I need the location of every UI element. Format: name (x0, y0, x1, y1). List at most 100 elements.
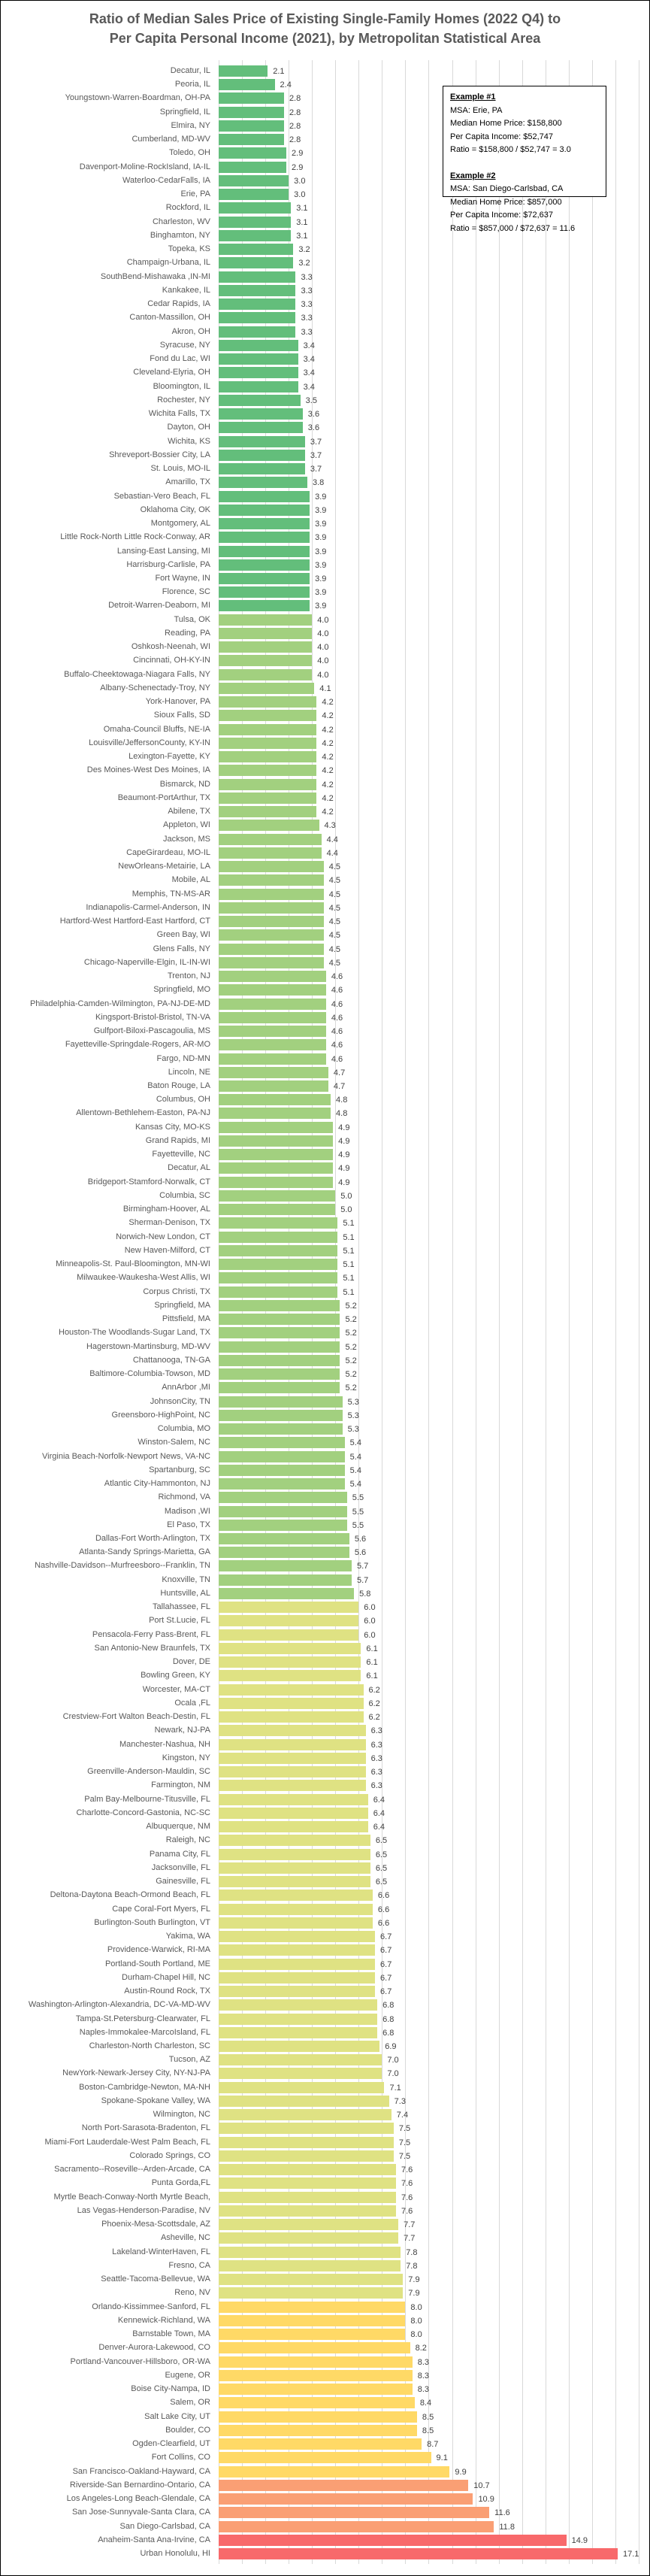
bar (219, 888, 324, 900)
data-label: 7.6 (401, 2206, 413, 2216)
bar (219, 1711, 364, 1723)
category-label: Colorado Springs, CO (129, 2150, 210, 2160)
bar (219, 1615, 359, 1627)
category-label: Orlando-Kissimmee-Sanford, FL (92, 2302, 210, 2311)
bar (219, 1560, 352, 1572)
example-1-ratio: Ratio = $158,800 / $52,747 = 3.0 (450, 145, 571, 154)
data-label: 4.3 (324, 821, 336, 831)
bar (219, 2438, 422, 2450)
bar (219, 532, 310, 544)
category-label: Asheville, NC (160, 2233, 210, 2243)
bar (219, 2424, 417, 2436)
category-label: Wichita, KS (168, 436, 210, 446)
data-label: 4.9 (338, 1164, 350, 1174)
data-label: 10.9 (478, 2495, 494, 2505)
bar (219, 202, 292, 214)
data-label: 6.8 (382, 2014, 395, 2024)
data-label: 9.1 (436, 2453, 448, 2463)
category-label: Cincinnati, OH-KY-IN (133, 656, 210, 665)
data-label: 5.5 (352, 1493, 364, 1503)
category-label: Davenport-Moline-RockIsland, IA-IL (79, 162, 210, 171)
category-label: Little Rock-North Little Rock-Conway, AR (60, 532, 210, 542)
data-label: 6.6 (377, 1918, 390, 1928)
data-label: 14.9 (571, 2535, 588, 2545)
bar (219, 1944, 376, 1956)
examples-box: Example #1 MSA: Erie, PA Median Home Pri… (443, 86, 606, 233)
bar (219, 2109, 392, 2121)
bar (219, 916, 324, 928)
category-label: Miami-Fort Lauderdale-West Palm Beach, F… (44, 2137, 211, 2147)
data-label: 4.2 (322, 725, 334, 735)
category-label: Eugene, OR (165, 2370, 210, 2380)
bar (219, 2384, 413, 2396)
bar (219, 1793, 368, 1805)
bar (219, 339, 298, 351)
category-label: Atlanta-Sandy Springs-Marietta, GA (79, 1547, 210, 1557)
data-label: 3.2 (298, 245, 310, 255)
data-label: 4.9 (338, 1150, 350, 1160)
bar (219, 2136, 394, 2148)
data-label: 3.7 (310, 465, 322, 474)
data-label: 5.2 (345, 1342, 357, 1352)
category-label: Florence, SC (162, 587, 210, 597)
data-label: 6.4 (373, 1823, 385, 1832)
category-label: Indianapolis-Carmel-Anderson, IN (86, 902, 210, 912)
data-label: 6.6 (377, 1905, 390, 1914)
category-label: Huntsville, AL (160, 1588, 210, 1598)
bar (219, 1602, 359, 1614)
data-label: 3.9 (315, 574, 327, 583)
category-label: Tucson, AZ (168, 2055, 210, 2065)
bar (219, 751, 317, 763)
bar (219, 1341, 340, 1353)
category-label: Dallas-Fort Worth-Arlington, TX (95, 1534, 210, 1543)
data-label: 4.2 (322, 780, 334, 789)
bar (219, 1149, 334, 1161)
data-label: 3.3 (301, 300, 313, 310)
bar (219, 2507, 490, 2519)
category-label: Phoenix-Mesa-Scottsdale, AZ (101, 2220, 210, 2229)
bar (219, 2452, 431, 2464)
bar (219, 2356, 413, 2368)
bar (219, 1026, 326, 1038)
data-label: 7.3 (394, 2096, 406, 2106)
category-label: Shreveport-Bossier City, LA (109, 450, 210, 459)
category-label: Erie, PA (180, 189, 210, 199)
category-label: Barnstable Town, MA (132, 2329, 210, 2339)
category-label: SouthBend-Mishawaka ,IN-MI (100, 271, 210, 281)
category-label: Tulsa, OK (174, 614, 211, 624)
bar (219, 1917, 373, 1929)
category-label: NewOrleans-Metairie, LA (118, 862, 210, 871)
bar (219, 1697, 364, 1709)
category-label: Kankakee, IL (162, 285, 210, 295)
bar (219, 244, 294, 256)
category-label: Burlington-South Burlington, VT (94, 1917, 210, 1927)
data-label: 3.3 (301, 314, 313, 323)
category-label: Riverside-San Bernardino-Ontario, CA (69, 2480, 210, 2490)
data-label: 3.4 (303, 368, 315, 378)
category-label: Waterloo-CedarFalls, IA (122, 175, 210, 185)
data-label: 3.9 (315, 547, 327, 556)
data-label: 4.4 (326, 835, 338, 844)
data-label: 8.3 (417, 2385, 429, 2395)
bar (219, 2342, 410, 2354)
category-label: Cleveland-Elyria, OH (133, 368, 210, 377)
category-label: Green Bay, WI (156, 930, 210, 940)
bar (219, 2301, 406, 2313)
data-label: 4.5 (328, 917, 341, 927)
data-label: 4.0 (317, 643, 329, 653)
category-label: San Francisco-Oakland-Hayward, CA (72, 2466, 210, 2476)
data-label: 3.2 (298, 259, 310, 268)
data-label: 2.1 (273, 67, 285, 76)
bar (219, 1286, 338, 1298)
data-label: 5.6 (354, 1535, 367, 1544)
category-label: Ogden-Clearfield, UT (132, 2439, 210, 2449)
data-label: 4.6 (331, 1041, 343, 1050)
category-label: Panama City, FL (149, 1849, 210, 1859)
data-label: 6.1 (366, 1644, 378, 1653)
data-label: 8.2 (415, 2344, 427, 2353)
example-2-price: Median Home Price: $857,000 (450, 197, 562, 207)
bar (219, 710, 317, 722)
bar (219, 586, 310, 599)
bar (219, 971, 326, 983)
